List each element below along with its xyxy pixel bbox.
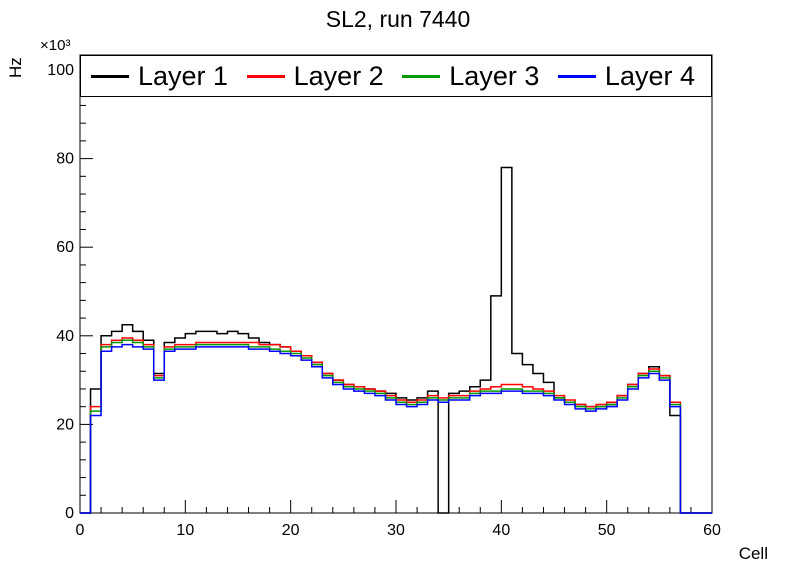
legend-line-sample [246,74,285,78]
legend-entry: Layer 4 [557,60,695,92]
y-axis-multiplier: ×10³ [40,37,71,54]
legend-entry: Layer 1 [91,61,228,92]
legend-line-sample [557,74,596,78]
x-tick-label: 40 [492,522,510,539]
legend-line-sample [402,74,441,78]
legend-entry-label: Layer 3 [449,60,540,91]
legend-entry: Layer 2 [246,60,384,92]
plot-frame [79,54,713,514]
series-layer-1 [80,166,712,514]
x-tick-label: 50 [598,522,616,539]
x-axis-label: Cell [738,544,768,563]
legend-entry-label: Layer 4 [604,60,695,91]
y-tick-label: 40 [56,328,74,345]
y-tick-label: 100 [47,62,74,79]
x-tick-label: 10 [176,522,194,539]
series-layer-4 [80,343,712,514]
y-axis-label: Hz [6,57,25,78]
legend-entry: Layer 3 [402,61,539,92]
y-tick-label: 80 [56,151,74,168]
x-tick-label: 60 [703,522,721,539]
chart-title: SL2, run 7440 [325,6,471,32]
y-tick-label: 60 [56,239,74,256]
series-layer-2 [80,337,712,514]
x-tick-label: 30 [387,522,405,539]
x-tick-label: 0 [76,522,85,539]
legend-line-sample [91,74,129,78]
legend-box: Layer 1 Layer 2 Layer 3 Layer 4 [80,55,712,97]
series-layer-3 [80,339,712,514]
x-tick-label: 20 [282,522,300,539]
y-tick-label: 0 [65,505,74,522]
y-tick-label: 20 [56,416,74,433]
legend-entry-label: Layer 1 [138,60,229,91]
legend-entry-label: Layer 2 [293,60,384,91]
